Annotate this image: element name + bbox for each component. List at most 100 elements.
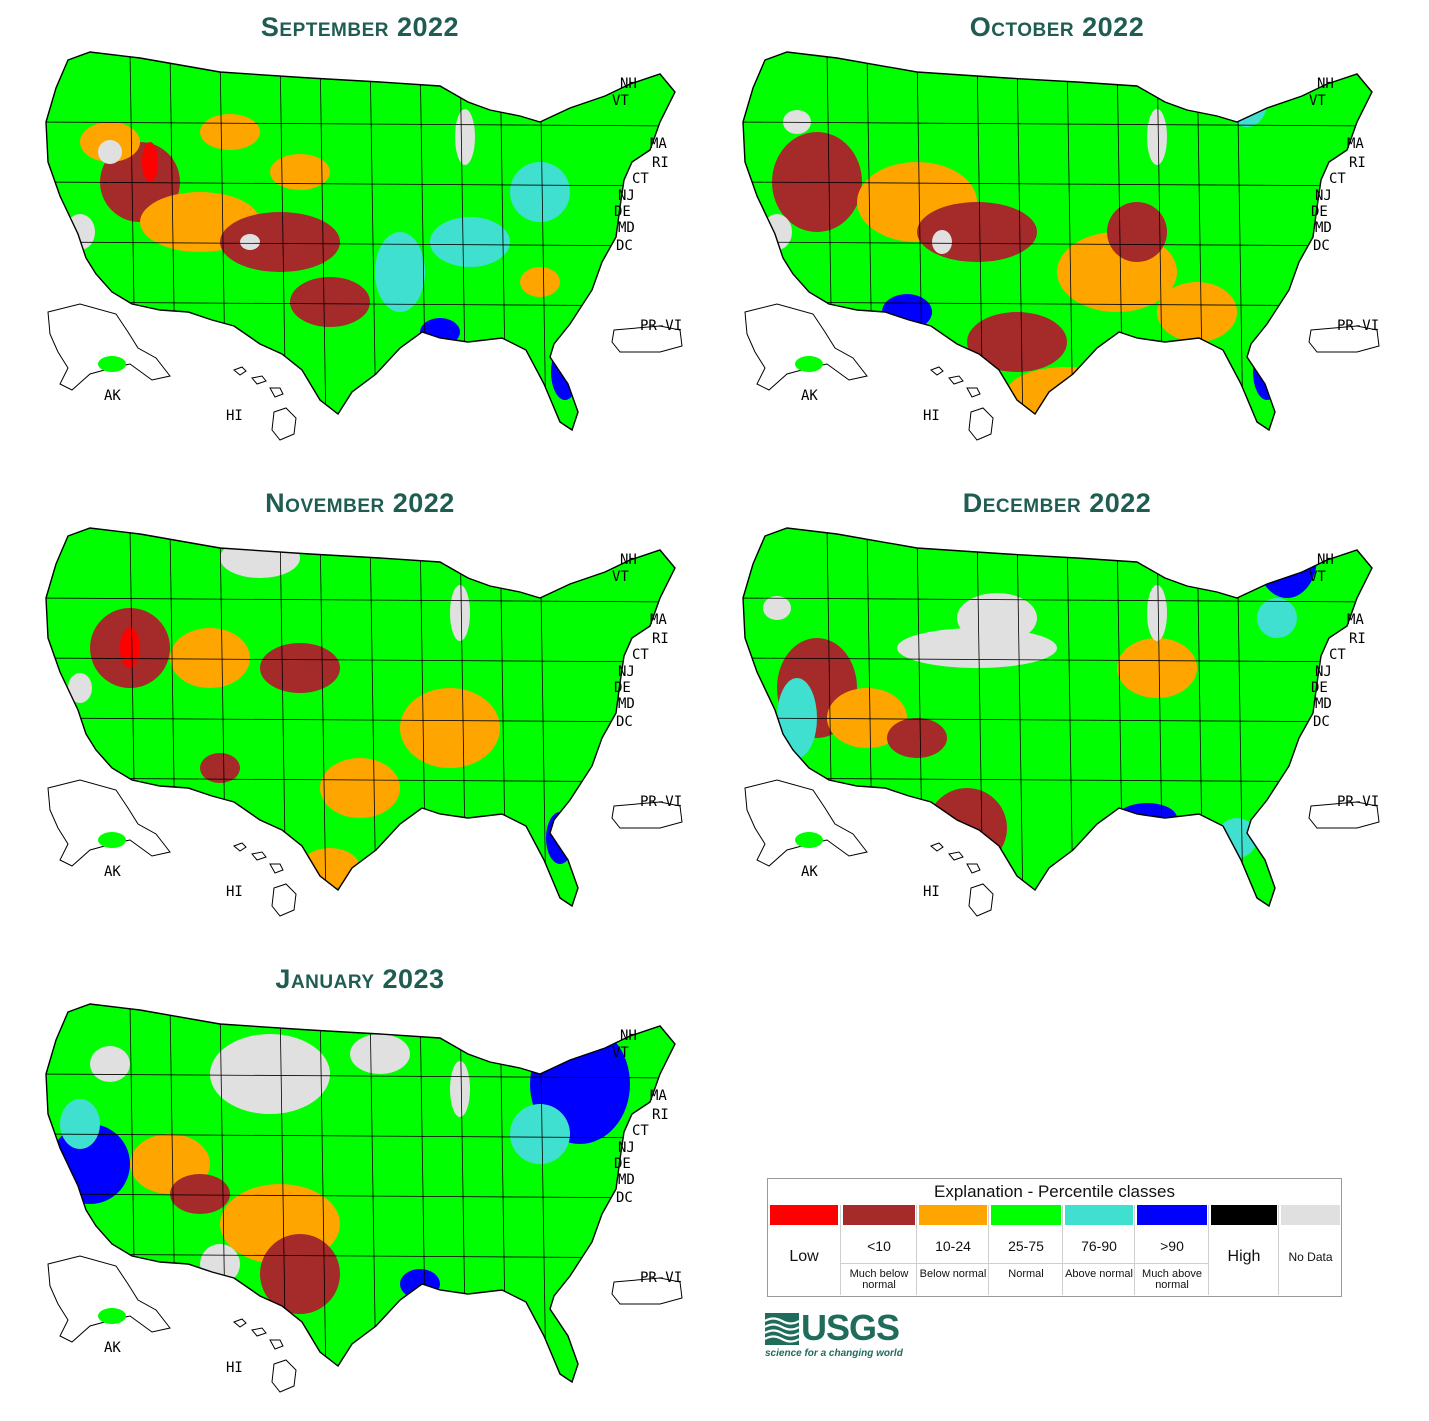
percentile-region-much-below [260, 643, 340, 693]
legend-swatch [843, 1205, 915, 1225]
state-label-vt: VT [612, 569, 629, 585]
puerto-rico-inset [611, 801, 683, 829]
usgs-wordmark: USGS [801, 1307, 900, 1348]
percentile-region-low [142, 142, 158, 182]
percentile-region-much-above [546, 812, 574, 864]
state-boundary [743, 777, 1372, 783]
percentile-region-no-data [450, 1061, 470, 1117]
state-label-ct: CT [632, 647, 649, 663]
state-label-dc: DC [616, 1190, 633, 1206]
alaska-inset [47, 1255, 171, 1343]
state-label-ct: CT [1329, 171, 1346, 187]
state-label-ma: MA [1347, 136, 1364, 152]
percentile-region-much-below [917, 202, 1037, 262]
percentile-region-no-data [210, 1034, 330, 1114]
state-label-md: MD [618, 220, 635, 236]
map-panel-4: December 2022 NH VT MA RI CT NJ DE MD DC PR-VI AK HI [717, 488, 1397, 933]
puerto-rico-inset [611, 1277, 683, 1305]
legend-class-no-data: No Data [1278, 1205, 1342, 1295]
state-label-md: MD [618, 1172, 635, 1188]
state-label-hi: HI [226, 1360, 243, 1376]
legend-class-low: Low [768, 1205, 840, 1295]
percentile-region-much-below [772, 132, 862, 232]
alaska-gauge-region [795, 832, 823, 848]
state-label-ri: RI [1349, 631, 1366, 647]
state-label-pr-vi: PR-VI [640, 1270, 682, 1286]
conus-region [46, 1004, 675, 1382]
usgs-wave-icon [765, 1313, 799, 1345]
state-boundary [369, 528, 377, 906]
percentile-region-much-above [551, 344, 579, 400]
legend-class-description: Below normal [917, 1263, 989, 1280]
map-title: January 2023 [275, 964, 445, 994]
percentile-region-above [375, 232, 425, 312]
usgs-logo: USGS science for a changing world [765, 1307, 905, 1363]
legend-swatch [770, 1205, 838, 1225]
state-boundary [46, 121, 675, 127]
map-title: October 2022 [969, 12, 1145, 42]
state-boundary [1066, 528, 1074, 906]
percentile-region-below [200, 114, 260, 150]
legend-swatch [991, 1205, 1061, 1225]
legend-class-label: 25-75 [1008, 1238, 1044, 1254]
state-label-ma: MA [650, 1088, 667, 1104]
legend-class-label: Low [789, 1248, 819, 1265]
map-panel-1: September 2022 NH VT MA RI CT NJ DE MD DC PR-VI AK H… [20, 12, 700, 457]
percentile-region-no-data [90, 1046, 130, 1082]
state-label-vt: VT [612, 1045, 629, 1061]
state-label-de: DE [1311, 204, 1328, 220]
percentile-region-no-data [932, 230, 952, 254]
state-label-vt: VT [1309, 93, 1326, 109]
percentile-region-no-data [455, 109, 475, 165]
state-boundary [369, 52, 377, 430]
state-label-ri: RI [1349, 155, 1366, 171]
map-panel-2: October 2022 NH VT MA RI CT NJ DE MD DC PR-VI AK HI [717, 12, 1397, 457]
state-label-hi: HI [226, 884, 243, 900]
percentile-region-below [270, 154, 330, 190]
conus-outline [45, 51, 676, 432]
state-label-nj: NJ [618, 188, 635, 204]
state-boundary [743, 241, 1372, 247]
state-label-dc: DC [616, 714, 633, 730]
legend-class-above: 76-90 Above normal [1062, 1205, 1135, 1295]
alaska-gauge-region [98, 1308, 126, 1324]
alaska-gauge-region [795, 356, 823, 372]
state-label-vt: VT [612, 93, 629, 109]
state-boundary [46, 241, 675, 247]
usgs-tagline: science for a changing world [765, 1348, 903, 1359]
map-panel-5: January 2023 NH VT MA RI CT NJ DE MD DC PR-VI AK HI [20, 964, 700, 1409]
state-label-nh: NH [620, 76, 637, 92]
state-label-ri: RI [652, 155, 669, 171]
percentile-region-below [827, 688, 907, 748]
percentile-region-much-below [887, 718, 947, 758]
percentile-region-below [400, 688, 500, 768]
state-label-de: DE [614, 680, 631, 696]
legend-class-below: 10-24 Below normal [916, 1205, 989, 1295]
state-label-nj: NJ [618, 1140, 635, 1156]
legend-class-much-below: <10 Much below normal [840, 1205, 917, 1295]
state-label-nh: NH [620, 552, 637, 568]
state-boundary [46, 1133, 675, 1139]
state-label-nh: NH [1317, 552, 1334, 568]
percentile-region-below [1117, 638, 1197, 698]
hawaii-inset [233, 366, 297, 441]
percentile-region-much-above [1257, 528, 1317, 598]
alaska-inset [744, 779, 868, 867]
legend-swatch [1281, 1205, 1340, 1225]
percentile-region-below [1007, 367, 1127, 417]
state-label-hi: HI [226, 408, 243, 424]
state-label-md: MD [618, 696, 635, 712]
puerto-rico-inset [1308, 801, 1380, 829]
legend-class-high: High [1208, 1205, 1279, 1295]
state-label-de: DE [614, 1156, 631, 1172]
state-label-nh: NH [620, 1028, 637, 1044]
percentile-region-above [60, 1099, 100, 1149]
state-label-ma: MA [650, 612, 667, 628]
state-boundary [46, 657, 675, 663]
hawaii-inset [930, 366, 994, 441]
state-label-ct: CT [632, 1123, 649, 1139]
legend-class-label: >90 [1160, 1238, 1184, 1254]
state-boundary [46, 597, 675, 603]
